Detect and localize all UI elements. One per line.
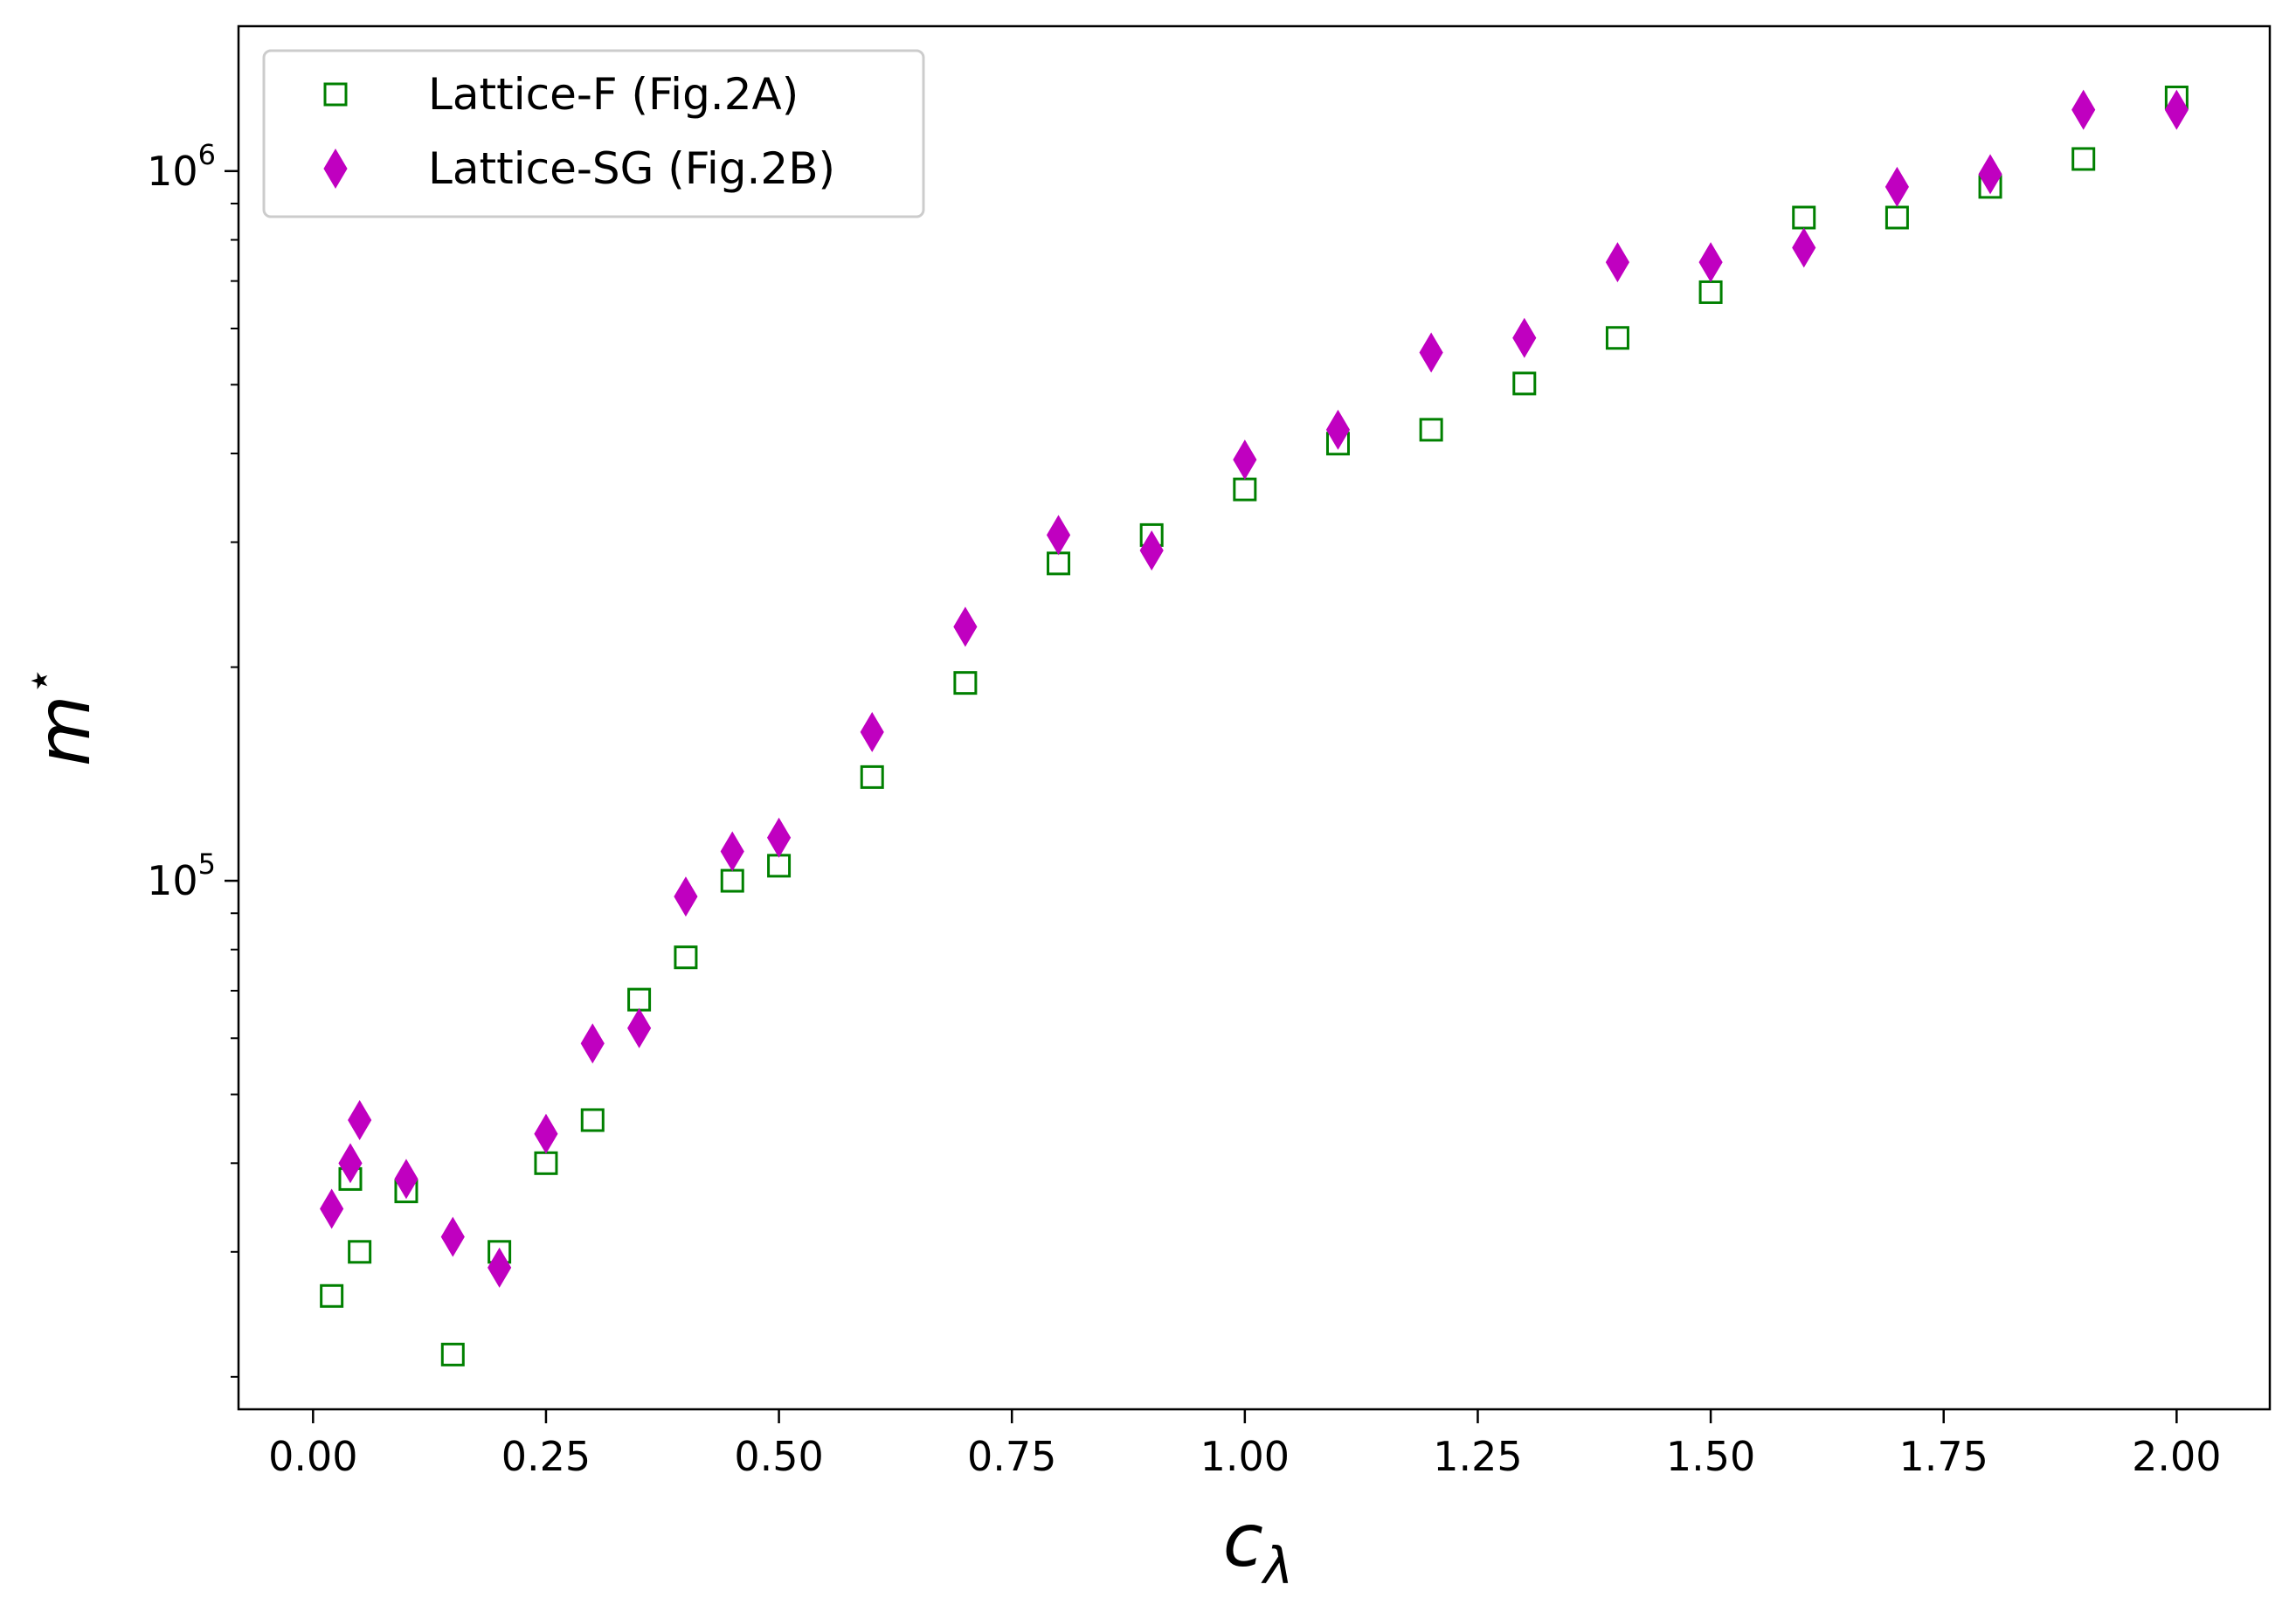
- x-tick-label: 1.50: [1666, 1433, 1755, 1480]
- x-tick-label: 0.25: [501, 1433, 591, 1480]
- legend-entry: Lattice-SG (Fig.2B): [323, 143, 835, 194]
- plot-frame: [237, 24, 2272, 1411]
- x-tick-label: 0.00: [268, 1433, 357, 1480]
- y-axis-ticks: 105 106: [147, 138, 239, 1378]
- x-axis-title: cλ: [1223, 1498, 1294, 1595]
- plot-marks: [320, 85, 2189, 1366]
- data-point: [440, 1342, 465, 1366]
- data-point: [1325, 409, 1351, 450]
- data-point: [534, 1113, 558, 1154]
- x-tick-label: 0.50: [734, 1433, 823, 1480]
- data-point: [1978, 154, 2002, 195]
- y-tick-label: 106: [147, 138, 216, 195]
- data-point: [2071, 89, 2096, 130]
- legend-marker: [323, 82, 348, 107]
- data-point: [1512, 317, 1537, 358]
- data-point: [953, 671, 978, 695]
- data-point: [488, 1247, 512, 1288]
- data-point: [348, 1100, 372, 1140]
- x-tick-label: 2.00: [2132, 1433, 2221, 1480]
- data-point: [1512, 371, 1537, 396]
- data-point: [1605, 242, 1630, 283]
- y-axis-title: m⋆: [13, 667, 107, 766]
- data-point: [627, 1007, 652, 1048]
- legend-label: Lattice-F (Fig.2A): [428, 69, 799, 120]
- data-point: [1139, 530, 1164, 571]
- data-point: [953, 606, 978, 647]
- series-lattice-sg: [320, 89, 2189, 1288]
- x-tick-label: 1.00: [1200, 1433, 1290, 1480]
- legend-label: Lattice-SG (Fig.2B): [428, 143, 835, 194]
- data-point: [320, 1283, 344, 1308]
- y-tick-label: 105: [147, 848, 216, 904]
- legend-entries: Lattice-F (Fig.2A) Lattice-SG (Fig.2B): [323, 69, 835, 194]
- data-point: [2164, 89, 2189, 130]
- data-point: [2071, 147, 2096, 171]
- data-point: [580, 1023, 605, 1064]
- data-point: [720, 831, 744, 872]
- data-point: [580, 1108, 605, 1132]
- legend-entry: Lattice-F (Fig.2A): [323, 69, 799, 120]
- data-point: [860, 764, 884, 789]
- data-point: [394, 1159, 418, 1200]
- data-point: [348, 1240, 372, 1264]
- data-point: [674, 876, 698, 917]
- legend-box: [262, 49, 925, 218]
- data-point: [1885, 166, 1909, 207]
- data-point: [1419, 332, 1443, 373]
- data-point: [440, 1216, 465, 1257]
- data-point: [1885, 205, 1909, 230]
- data-point: [1792, 227, 1816, 268]
- data-point: [320, 1188, 344, 1229]
- data-point: [1046, 515, 1071, 556]
- data-point: [1419, 418, 1443, 442]
- data-point: [1698, 242, 1723, 283]
- legend: Lattice-F (Fig.2A) Lattice-SG (Fig.2B): [262, 49, 925, 218]
- data-point: [674, 945, 698, 970]
- data-point: [1605, 326, 1629, 350]
- x-tick-label: 1.75: [1899, 1433, 1988, 1480]
- data-point: [338, 1143, 363, 1184]
- data-point: [860, 711, 884, 752]
- x-axis-ticks: 0.00 0.25 0.50 0.75 1.00 1.25 1.50 1.75 2.00: [268, 1409, 2222, 1480]
- legend-marker: [323, 149, 348, 189]
- x-tick-label: 0.75: [967, 1433, 1056, 1480]
- x-tick-label: 1.25: [1433, 1433, 1522, 1480]
- data-point: [766, 817, 792, 858]
- data-point: [1233, 439, 1257, 481]
